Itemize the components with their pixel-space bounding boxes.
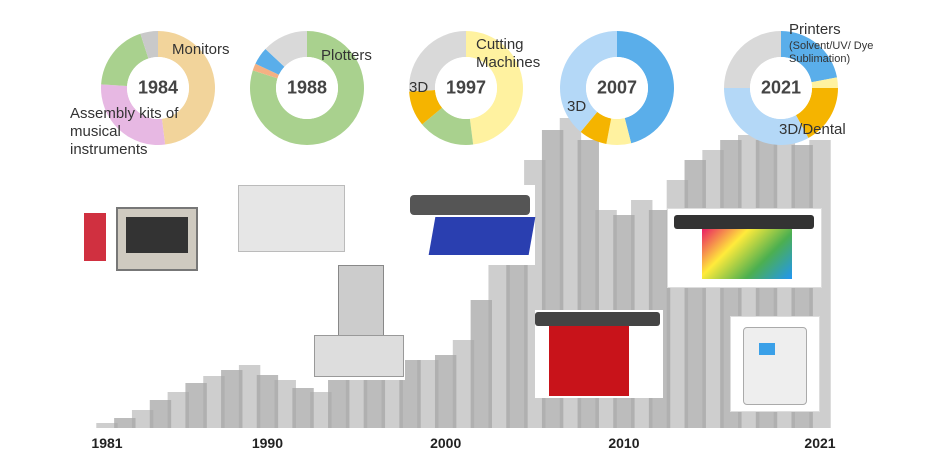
donut-slice [101, 84, 166, 145]
donut-slice [811, 77, 838, 88]
slice-label: Monitors [172, 41, 230, 58]
donut-slice [140, 31, 158, 59]
bar [149, 400, 172, 428]
donut-slice [252, 63, 279, 79]
donut-slice [617, 31, 675, 144]
donut-slice [265, 31, 307, 67]
donut-hole [276, 57, 338, 119]
donut-year: 1984 [137, 77, 179, 98]
bar [96, 423, 118, 428]
monitor-photo [82, 205, 200, 273]
annotation: (Solvent/UV/ Dye Sublimation) [789, 40, 874, 65]
slice-label: Plotters [321, 47, 372, 64]
bar [434, 355, 457, 428]
donut-slice [101, 33, 149, 87]
bar [310, 392, 332, 428]
dental-mill-photo [730, 316, 820, 412]
slice-label: Assembly kits of musical instruments [70, 105, 179, 158]
donut-slice [606, 118, 632, 145]
donut-year: 1997 [445, 77, 487, 98]
x-tick-label: 2021 [804, 435, 836, 451]
donut-slice [795, 88, 838, 138]
bar [328, 380, 350, 428]
donut-slice [559, 31, 617, 132]
donut-year: 2007 [596, 77, 638, 98]
x-tick-label: 1981 [91, 435, 123, 451]
donut-slice [422, 107, 474, 145]
bar [256, 375, 279, 428]
bar [488, 250, 510, 428]
bar [470, 300, 493, 428]
bar [114, 418, 136, 428]
x-tick-label: 2000 [430, 435, 462, 451]
printer-photo [535, 310, 663, 398]
cutter-photo [410, 185, 536, 265]
donut-hole [750, 57, 812, 119]
donut-slice [781, 31, 837, 83]
donut-hole [586, 57, 648, 119]
slice-label: Printers [789, 21, 841, 38]
bar [292, 388, 314, 428]
donut-year: 2021 [760, 77, 802, 98]
bar [185, 383, 207, 428]
bar [131, 410, 154, 428]
donut-slice [724, 31, 781, 88]
3d-machine-photo [310, 265, 405, 380]
bar [274, 380, 296, 428]
donut-year: 1988 [286, 77, 328, 98]
bar [167, 392, 189, 428]
x-tick-label: 1990 [251, 435, 283, 451]
large-printer-photo [667, 208, 822, 288]
x-tick-label: 2010 [608, 435, 640, 451]
bar [203, 376, 225, 428]
donut-hole [435, 57, 497, 119]
donut-slice [250, 31, 364, 145]
bar [452, 340, 475, 428]
donut-hole [127, 57, 189, 119]
slice-label: 3D [409, 79, 429, 96]
slice-label: 3D/Dental [779, 121, 846, 138]
bar [238, 365, 261, 428]
bar [345, 372, 368, 428]
slice-label: Cutting Machines [476, 36, 541, 71]
bar [417, 360, 439, 428]
bar [363, 365, 386, 428]
donut-slice [466, 31, 523, 145]
donut-slice [255, 48, 285, 75]
plotter-photo [238, 185, 345, 252]
bar [221, 370, 243, 428]
donut-slice [580, 111, 612, 144]
donut-slice [158, 31, 215, 145]
donut-slice [724, 88, 809, 145]
slice-label: 3D [567, 98, 587, 115]
donut-slice [409, 89, 443, 125]
donut-slice [409, 31, 466, 92]
